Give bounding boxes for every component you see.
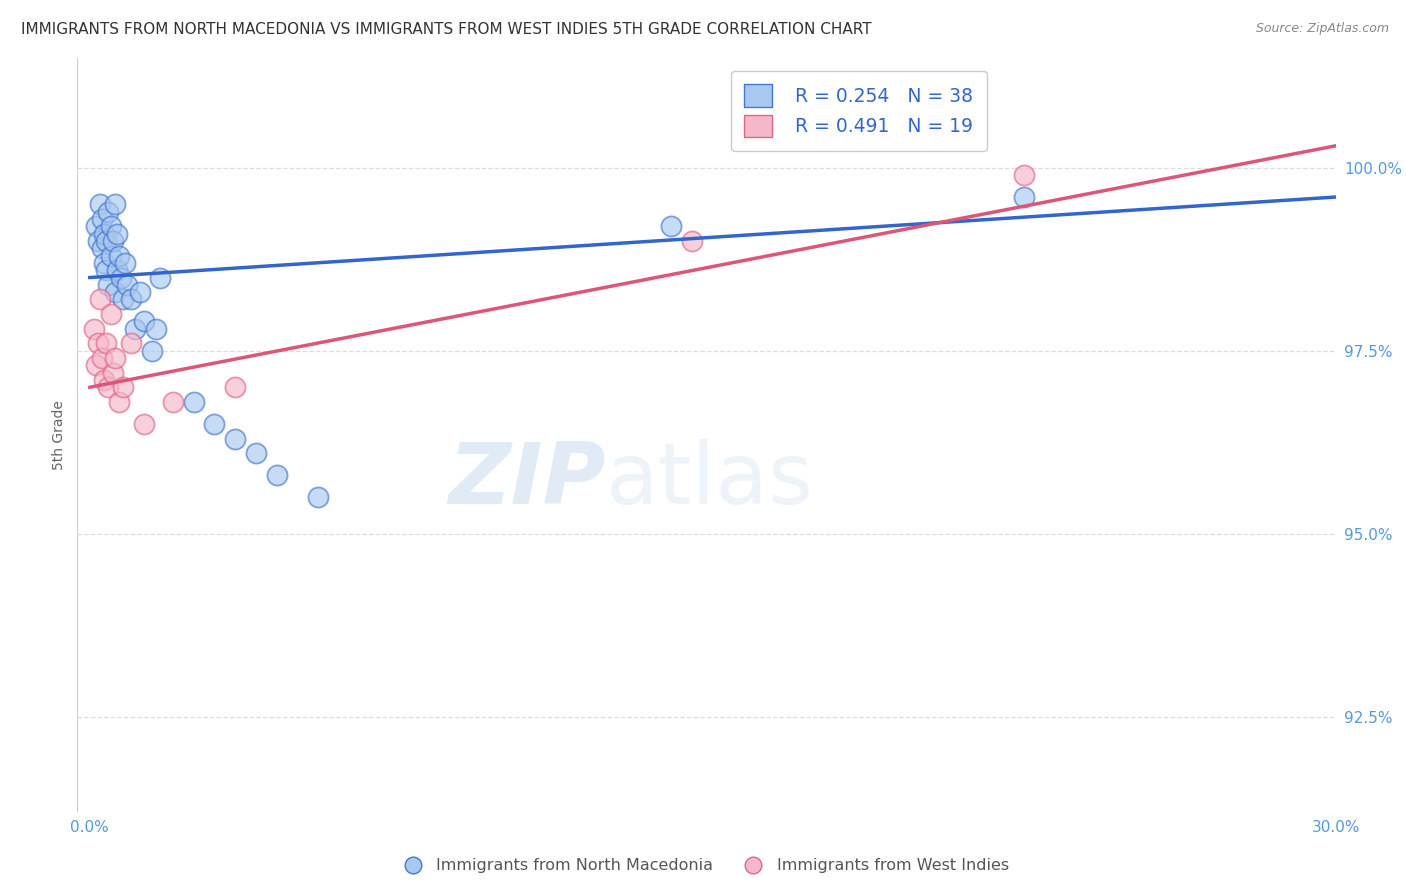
Point xyxy=(132,314,155,328)
Point xyxy=(96,336,118,351)
Point xyxy=(101,366,124,380)
Point xyxy=(97,380,120,394)
Y-axis label: 5th Grade: 5th Grade xyxy=(52,400,66,470)
Point xyxy=(183,395,205,409)
Point xyxy=(141,343,163,358)
Point xyxy=(93,256,115,270)
Point xyxy=(104,351,127,365)
Legend:   R = 0.254   N = 38,   R = 0.491   N = 19: R = 0.254 N = 38, R = 0.491 N = 19 xyxy=(731,71,987,151)
Point xyxy=(110,270,132,285)
Point xyxy=(97,204,120,219)
Point xyxy=(96,234,118,248)
Text: Source: ZipAtlas.com: Source: ZipAtlas.com xyxy=(1256,22,1389,36)
Point xyxy=(145,322,167,336)
Point xyxy=(91,241,114,255)
Point xyxy=(93,373,115,387)
Point xyxy=(84,219,107,234)
Point xyxy=(105,227,128,241)
Point xyxy=(120,336,142,351)
Point xyxy=(100,307,122,321)
Point xyxy=(105,263,128,277)
Point xyxy=(202,417,225,431)
Point xyxy=(83,322,105,336)
Point xyxy=(307,490,329,504)
Point xyxy=(89,197,111,211)
Point xyxy=(114,256,136,270)
Point xyxy=(97,277,120,292)
Point xyxy=(128,285,150,300)
Point xyxy=(100,249,122,263)
Point xyxy=(245,446,267,460)
Point xyxy=(162,395,184,409)
Point xyxy=(1012,168,1035,182)
Point xyxy=(91,351,114,365)
Point xyxy=(681,234,703,248)
Point xyxy=(111,380,134,394)
Point xyxy=(124,322,146,336)
Point xyxy=(93,227,115,241)
Point xyxy=(224,432,246,446)
Point xyxy=(104,285,127,300)
Point xyxy=(108,395,131,409)
Point xyxy=(104,197,127,211)
Point xyxy=(101,234,124,248)
Point xyxy=(132,417,155,431)
Text: ZIP: ZIP xyxy=(449,439,606,522)
Point xyxy=(111,293,134,307)
Point xyxy=(224,380,246,394)
Point xyxy=(89,293,111,307)
Point xyxy=(659,219,682,234)
Point xyxy=(91,211,114,226)
Point xyxy=(100,219,122,234)
Point xyxy=(108,249,131,263)
Text: IMMIGRANTS FROM NORTH MACEDONIA VS IMMIGRANTS FROM WEST INDIES 5TH GRADE CORRELA: IMMIGRANTS FROM NORTH MACEDONIA VS IMMIG… xyxy=(21,22,872,37)
Point xyxy=(84,359,107,373)
Point xyxy=(266,468,288,483)
Point xyxy=(120,293,142,307)
Point xyxy=(87,336,110,351)
Text: atlas: atlas xyxy=(606,439,814,522)
Legend: Immigrants from North Macedonia, Immigrants from West Indies: Immigrants from North Macedonia, Immigra… xyxy=(389,852,1017,880)
Point xyxy=(1012,190,1035,204)
Point xyxy=(96,263,118,277)
Point xyxy=(149,270,172,285)
Point xyxy=(87,234,110,248)
Point xyxy=(115,277,138,292)
